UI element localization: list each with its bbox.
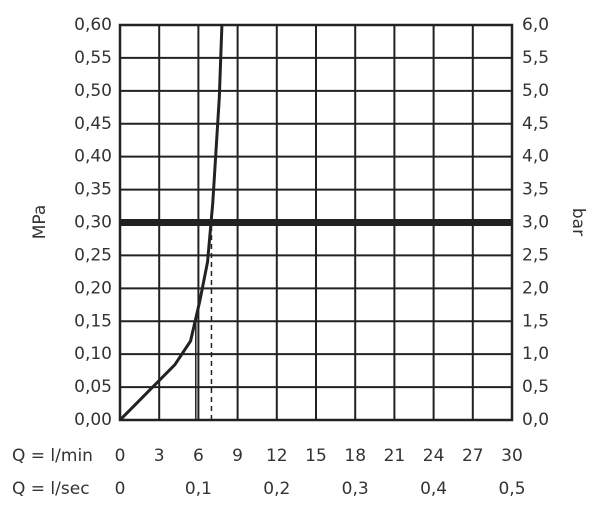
y2-tick-label: 2,0 bbox=[522, 278, 549, 298]
y2-tick-label: 1,5 bbox=[522, 311, 549, 331]
y2-tick-label: 0,5 bbox=[522, 377, 549, 397]
y-tick-label: 0,45 bbox=[74, 114, 112, 134]
y-tick-label: 0,40 bbox=[74, 147, 112, 167]
x2-tick-label: 0,2 bbox=[263, 479, 290, 499]
x2-tick-label: 0,3 bbox=[342, 479, 369, 499]
y-tick-label: 0,10 bbox=[74, 344, 112, 364]
y-axis-label: MPa bbox=[30, 205, 50, 240]
x-tick-label: 24 bbox=[423, 446, 445, 466]
y-tick-label: 0,25 bbox=[74, 245, 112, 265]
x2-axis-label: Q = l/sec bbox=[12, 479, 90, 499]
y2-tick-label: 1,0 bbox=[522, 344, 549, 364]
x-tick-label: 6 bbox=[193, 446, 204, 466]
y2-tick-label: 0,0 bbox=[522, 410, 549, 430]
x2-tick-label: 0,1 bbox=[185, 479, 212, 499]
y2-tick-label: 5,0 bbox=[522, 81, 549, 101]
x2-tick-label: 0,5 bbox=[498, 479, 525, 499]
y2-tick-label: 4,0 bbox=[522, 147, 549, 167]
x-tick-label: 21 bbox=[384, 446, 406, 466]
y-tick-label: 0,35 bbox=[74, 180, 112, 200]
y-tick-label: 0,15 bbox=[74, 311, 112, 331]
x-tick-label: 18 bbox=[344, 446, 366, 466]
y2-tick-label: 2,5 bbox=[522, 245, 549, 265]
x-tick-label: 3 bbox=[154, 446, 165, 466]
x2-tick-label: 0 bbox=[115, 479, 126, 499]
x-tick-label: 0 bbox=[115, 446, 126, 466]
y-tick-label: 0,05 bbox=[74, 377, 112, 397]
x-tick-label: 9 bbox=[232, 446, 243, 466]
y2-axis-label: bar bbox=[568, 208, 588, 236]
y-tick-label: 0,30 bbox=[74, 213, 112, 233]
x-tick-label: 30 bbox=[501, 446, 523, 466]
y-tick-label: 0,20 bbox=[74, 278, 112, 298]
x-tick-label: 12 bbox=[266, 446, 288, 466]
y2-tick-label: 3,0 bbox=[522, 213, 549, 233]
y-tick-label: 0,60 bbox=[74, 15, 112, 35]
y2-tick-label: 4,5 bbox=[522, 114, 549, 134]
x2-tick-label: 0,4 bbox=[420, 479, 447, 499]
y2-tick-label: 3,5 bbox=[522, 180, 549, 200]
y-tick-label: 0,55 bbox=[74, 48, 112, 68]
y-tick-label: 0,00 bbox=[74, 410, 112, 430]
flow-curve bbox=[118, 24, 224, 422]
y2-tick-label: 5,5 bbox=[522, 48, 549, 68]
y2-tick-label: 6,0 bbox=[522, 15, 549, 35]
x-tick-label: 27 bbox=[462, 446, 484, 466]
x-tick-label: 15 bbox=[305, 446, 327, 466]
x-axis-label: Q = l/min bbox=[12, 446, 93, 466]
y-tick-label: 0,50 bbox=[74, 81, 112, 101]
